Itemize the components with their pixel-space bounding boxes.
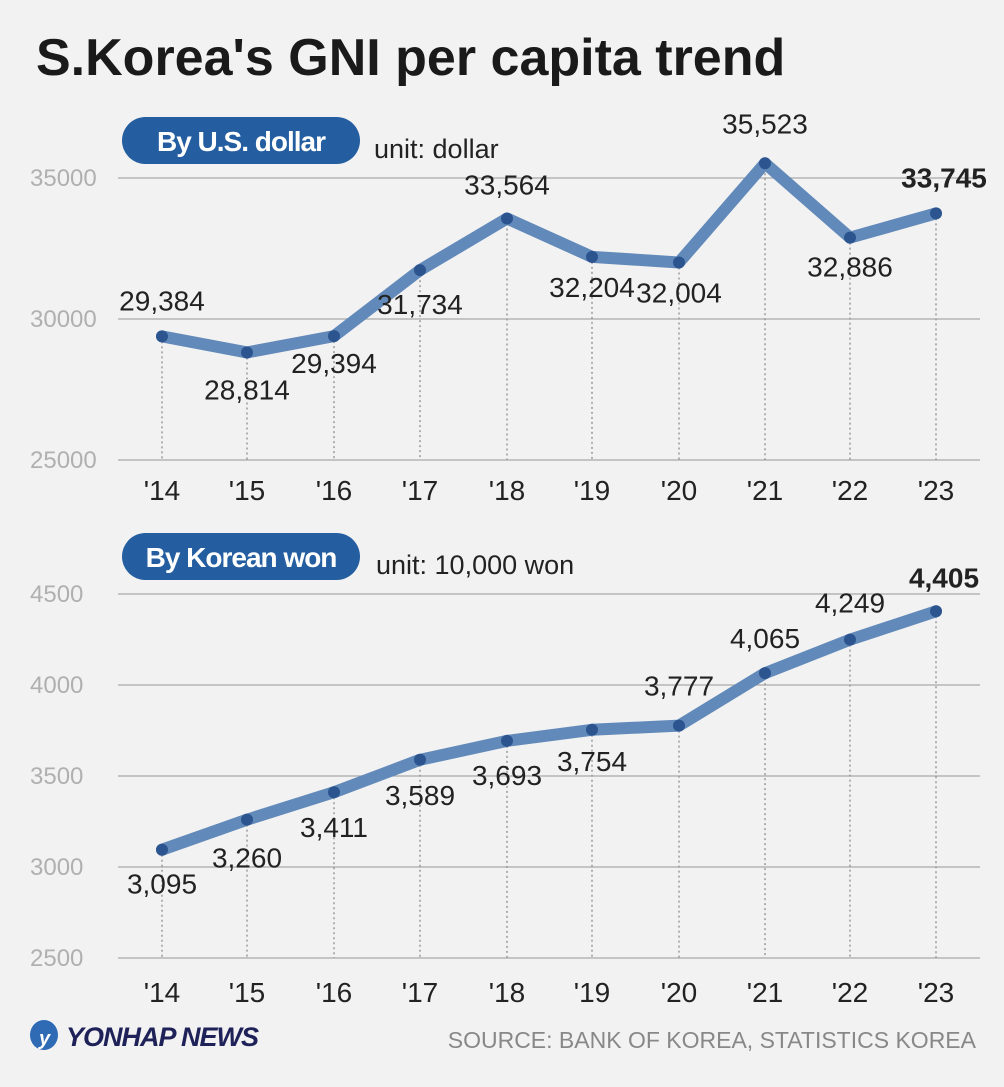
yonhap-logo-icon — [30, 1020, 58, 1050]
x-tick-label: '19 — [574, 977, 611, 1008]
series-line — [156, 605, 942, 856]
x-tick-label: '16 — [316, 475, 353, 506]
y-tick-label: 3500 — [30, 763, 83, 790]
data-point — [156, 330, 168, 343]
page-title: S.Korea's GNI per capita trend — [36, 29, 785, 87]
data-point — [930, 207, 942, 220]
data-point — [501, 212, 513, 225]
data-point — [586, 723, 598, 736]
x-tick-label: '18 — [489, 977, 526, 1008]
data-label: 3,095 — [127, 869, 197, 900]
yonhap-logo: y YONHAP NEWS — [30, 1020, 260, 1052]
x-tick-label: '21 — [747, 475, 784, 506]
yonhap-logo-text: YONHAP NEWS — [66, 1022, 259, 1052]
data-label: 3,754 — [557, 746, 627, 777]
data-label: 35,523 — [722, 108, 808, 139]
x-tick-label: '14 — [144, 977, 181, 1008]
data-label: 3,693 — [472, 760, 542, 791]
data-label: 4,405 — [909, 562, 979, 593]
krw-unit-label: unit: 10,000 won — [376, 550, 574, 580]
data-point — [414, 264, 426, 277]
series-line — [156, 157, 942, 359]
data-point — [759, 157, 771, 170]
data-point — [844, 231, 856, 244]
data-point — [844, 633, 856, 646]
y-tick-label: 35000 — [30, 165, 97, 192]
x-tick-label: '20 — [661, 475, 698, 506]
data-label: 3,589 — [385, 780, 455, 811]
data-label: 3,260 — [212, 843, 282, 874]
data-label: 31,734 — [377, 289, 463, 320]
data-point — [156, 843, 168, 856]
svg-text:y: y — [38, 1028, 51, 1050]
y-tick-label: 30000 — [30, 306, 97, 333]
x-tick-label: '19 — [574, 475, 611, 506]
x-tick-label: '15 — [229, 977, 266, 1008]
data-label: 32,004 — [636, 277, 722, 308]
data-point — [241, 346, 253, 359]
y-tick-label: 2500 — [30, 945, 83, 972]
data-point — [930, 605, 942, 618]
x-tick-label: '14 — [144, 475, 181, 506]
data-point — [328, 330, 340, 343]
data-label: 3,777 — [644, 671, 714, 702]
data-label: 29,384 — [119, 285, 205, 316]
data-point — [241, 813, 253, 826]
source-note: SOURCE: BANK OF KOREA, STATISTICS KOREA — [448, 1027, 977, 1053]
krw-title-pill — [122, 533, 360, 580]
data-label: 32,204 — [549, 272, 635, 303]
data-point — [759, 667, 771, 680]
y-tick-label: 3000 — [30, 854, 83, 881]
data-point — [328, 786, 340, 799]
x-tick-label: '23 — [918, 475, 955, 506]
data-point — [586, 250, 598, 263]
krw-chart: By Korean won unit: 10,000 won 4500 4000 3… — [30, 533, 980, 1008]
data-label: 33,564 — [464, 169, 550, 200]
data-label: 32,886 — [807, 252, 893, 283]
x-tick-label: '21 — [747, 977, 784, 1008]
x-tick-label: '23 — [918, 977, 955, 1008]
usd-unit-label: unit: dollar — [374, 134, 499, 164]
usd-chart-title: By U.S. dollar — [157, 126, 326, 157]
data-label: 29,394 — [291, 348, 377, 379]
data-label: 28,814 — [204, 374, 290, 405]
data-label: 33,745 — [901, 162, 987, 193]
data-point — [673, 719, 685, 732]
y-tick-label: 4000 — [30, 672, 83, 699]
x-tick-label: '20 — [661, 977, 698, 1008]
x-tick-label: '17 — [402, 475, 439, 506]
y-tick-label: 25000 — [30, 447, 97, 474]
x-tick-label: '22 — [832, 475, 869, 506]
x-tick-label: '15 — [229, 475, 266, 506]
data-point — [414, 753, 426, 766]
x-tick-label: '18 — [489, 475, 526, 506]
y-tick-label: 4500 — [30, 581, 83, 608]
data-label: 3,411 — [300, 812, 368, 843]
data-label: 4,249 — [815, 588, 885, 619]
x-tick-label: '17 — [402, 977, 439, 1008]
usd-title-pill — [122, 117, 360, 164]
data-point — [673, 256, 685, 269]
x-tick-label: '16 — [316, 977, 353, 1008]
data-label: 4,065 — [730, 623, 800, 654]
x-tick-label: '22 — [832, 977, 869, 1008]
krw-chart-title: By Korean won — [146, 542, 337, 573]
data-point — [501, 734, 513, 747]
usd-chart: By U.S. dollar unit: dollar 35000 30000 25… — [30, 108, 987, 506]
